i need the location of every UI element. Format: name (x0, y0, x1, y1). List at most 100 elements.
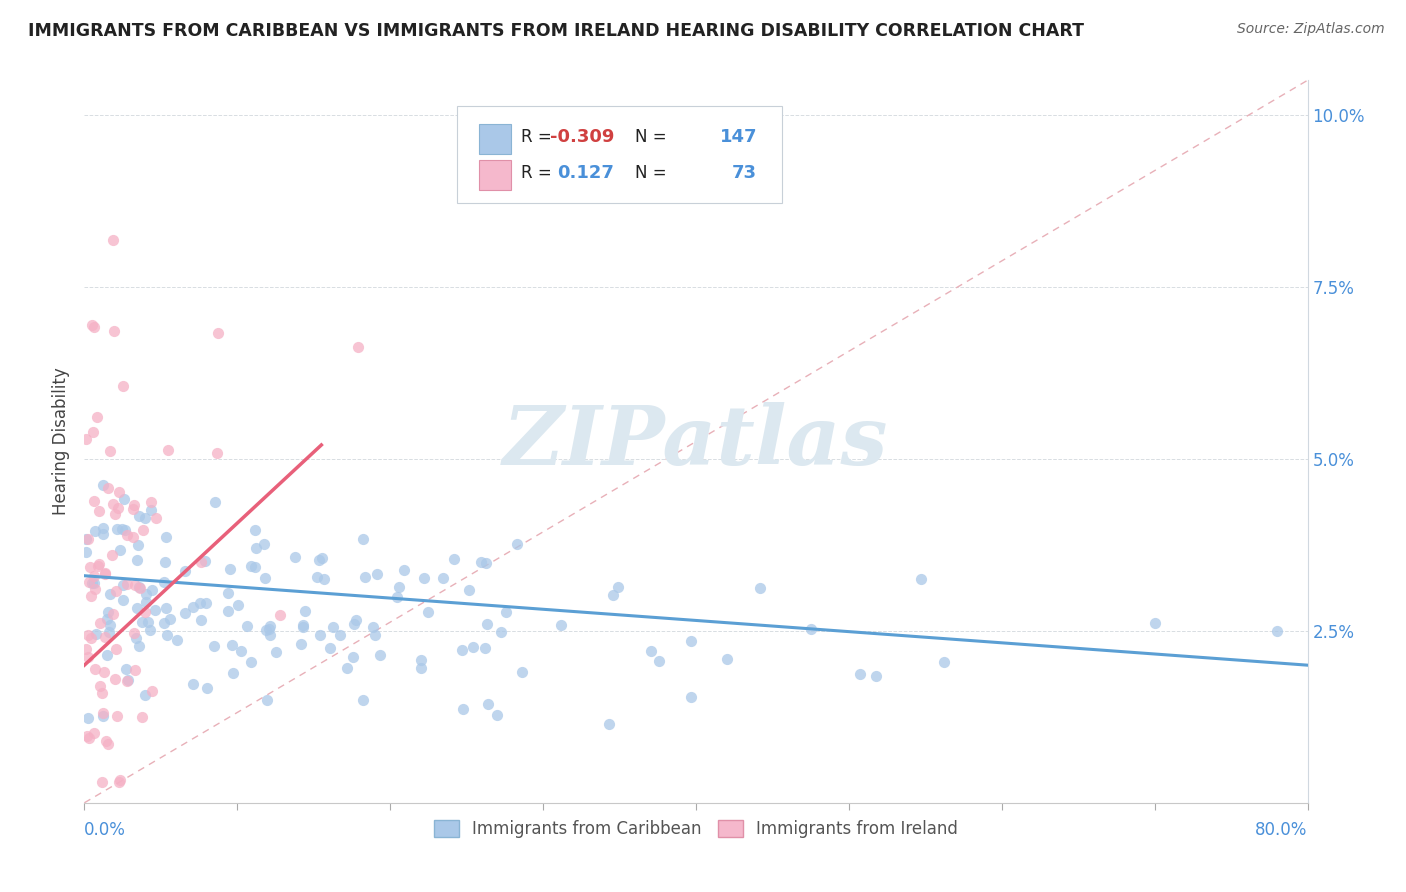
Point (477, 697, 499, 711)
Point (122, 530, 145, 544)
Point (264, 645, 287, 659)
Point (105, 522, 128, 536)
Text: IMMIGRANTS FROM CARIBBEAN VS IMMIGRANTS FROM IRELAND HEARING DISABILITY CORRELAT: IMMIGRANTS FROM CARIBBEAN VS IMMIGRANTS … (28, 22, 1084, 40)
Point (364, 627, 387, 641)
Point (108, 775, 131, 789)
Point (111, 522, 134, 536)
Point (640, 644, 662, 658)
Point (458, 583, 481, 598)
Y-axis label: Hearing Disability: Hearing Disability (52, 368, 70, 516)
Point (474, 641, 496, 656)
Point (257, 622, 280, 636)
Point (77, 650, 100, 665)
Point (294, 605, 316, 619)
Point (141, 683, 163, 698)
Point (91, 521, 114, 535)
Point (253, 571, 276, 585)
Point (308, 628, 330, 642)
Point (104, 507, 127, 521)
Point (90, 686, 112, 700)
Point (353, 570, 375, 584)
Point (94, 567, 117, 582)
Point (84, 627, 107, 641)
Point (128, 639, 150, 653)
Point (132, 523, 155, 537)
Point (111, 593, 134, 607)
Point (138, 615, 160, 629)
Point (292, 617, 315, 632)
Point (202, 640, 225, 654)
Point (98, 443, 121, 458)
Point (352, 532, 374, 546)
Point (94, 630, 117, 644)
Point (207, 326, 229, 340)
Point (254, 623, 277, 637)
Point (104, 642, 127, 657)
Point (174, 564, 197, 578)
Point (128, 508, 150, 523)
Point (157, 442, 180, 457)
Point (489, 625, 512, 640)
Point (83, 726, 105, 740)
Text: -0.309: -0.309 (550, 128, 614, 145)
Text: N =: N = (636, 164, 666, 182)
Point (98, 587, 121, 601)
Point (87, 504, 110, 518)
Point (103, 324, 125, 338)
Point (112, 492, 135, 507)
Point (97, 481, 120, 495)
Point (392, 563, 415, 577)
Point (127, 600, 149, 615)
Point (98, 625, 121, 640)
Point (290, 637, 312, 651)
Point (135, 594, 157, 608)
Point (89, 679, 111, 693)
Point (451, 701, 474, 715)
Point (107, 500, 129, 515)
Point (450, 643, 472, 657)
Point (195, 681, 218, 695)
Point (207, 446, 229, 460)
Point (343, 617, 366, 632)
Point (166, 632, 188, 647)
Point (347, 340, 370, 354)
Point (112, 379, 135, 393)
Point (134, 511, 156, 525)
Point (128, 580, 150, 594)
Point (75, 532, 97, 546)
Point (143, 603, 166, 617)
Point (122, 498, 145, 512)
Point (411, 661, 433, 675)
Point (75, 545, 97, 559)
Point (416, 605, 439, 619)
Point (510, 665, 533, 679)
Point (311, 551, 333, 566)
Point (252, 537, 274, 551)
Point (322, 619, 344, 633)
Point (82, 425, 104, 439)
Point (93, 665, 115, 679)
Point (475, 616, 498, 631)
Text: R =: R = (522, 164, 551, 182)
Point (77, 574, 100, 589)
Point (312, 572, 335, 586)
Point (217, 585, 239, 599)
Point (153, 575, 176, 590)
Point (83, 662, 105, 676)
Point (155, 556, 177, 570)
FancyBboxPatch shape (479, 160, 512, 190)
Point (865, 669, 887, 683)
Point (104, 672, 127, 686)
Point (156, 627, 179, 641)
Point (97, 737, 120, 751)
Point (190, 555, 212, 569)
Point (111, 578, 134, 592)
Point (679, 633, 702, 648)
Point (98, 618, 121, 632)
Point (96, 612, 118, 626)
Point (461, 640, 484, 654)
Point (76, 729, 98, 743)
Point (145, 511, 167, 525)
Point (443, 551, 465, 566)
Point (190, 613, 212, 627)
